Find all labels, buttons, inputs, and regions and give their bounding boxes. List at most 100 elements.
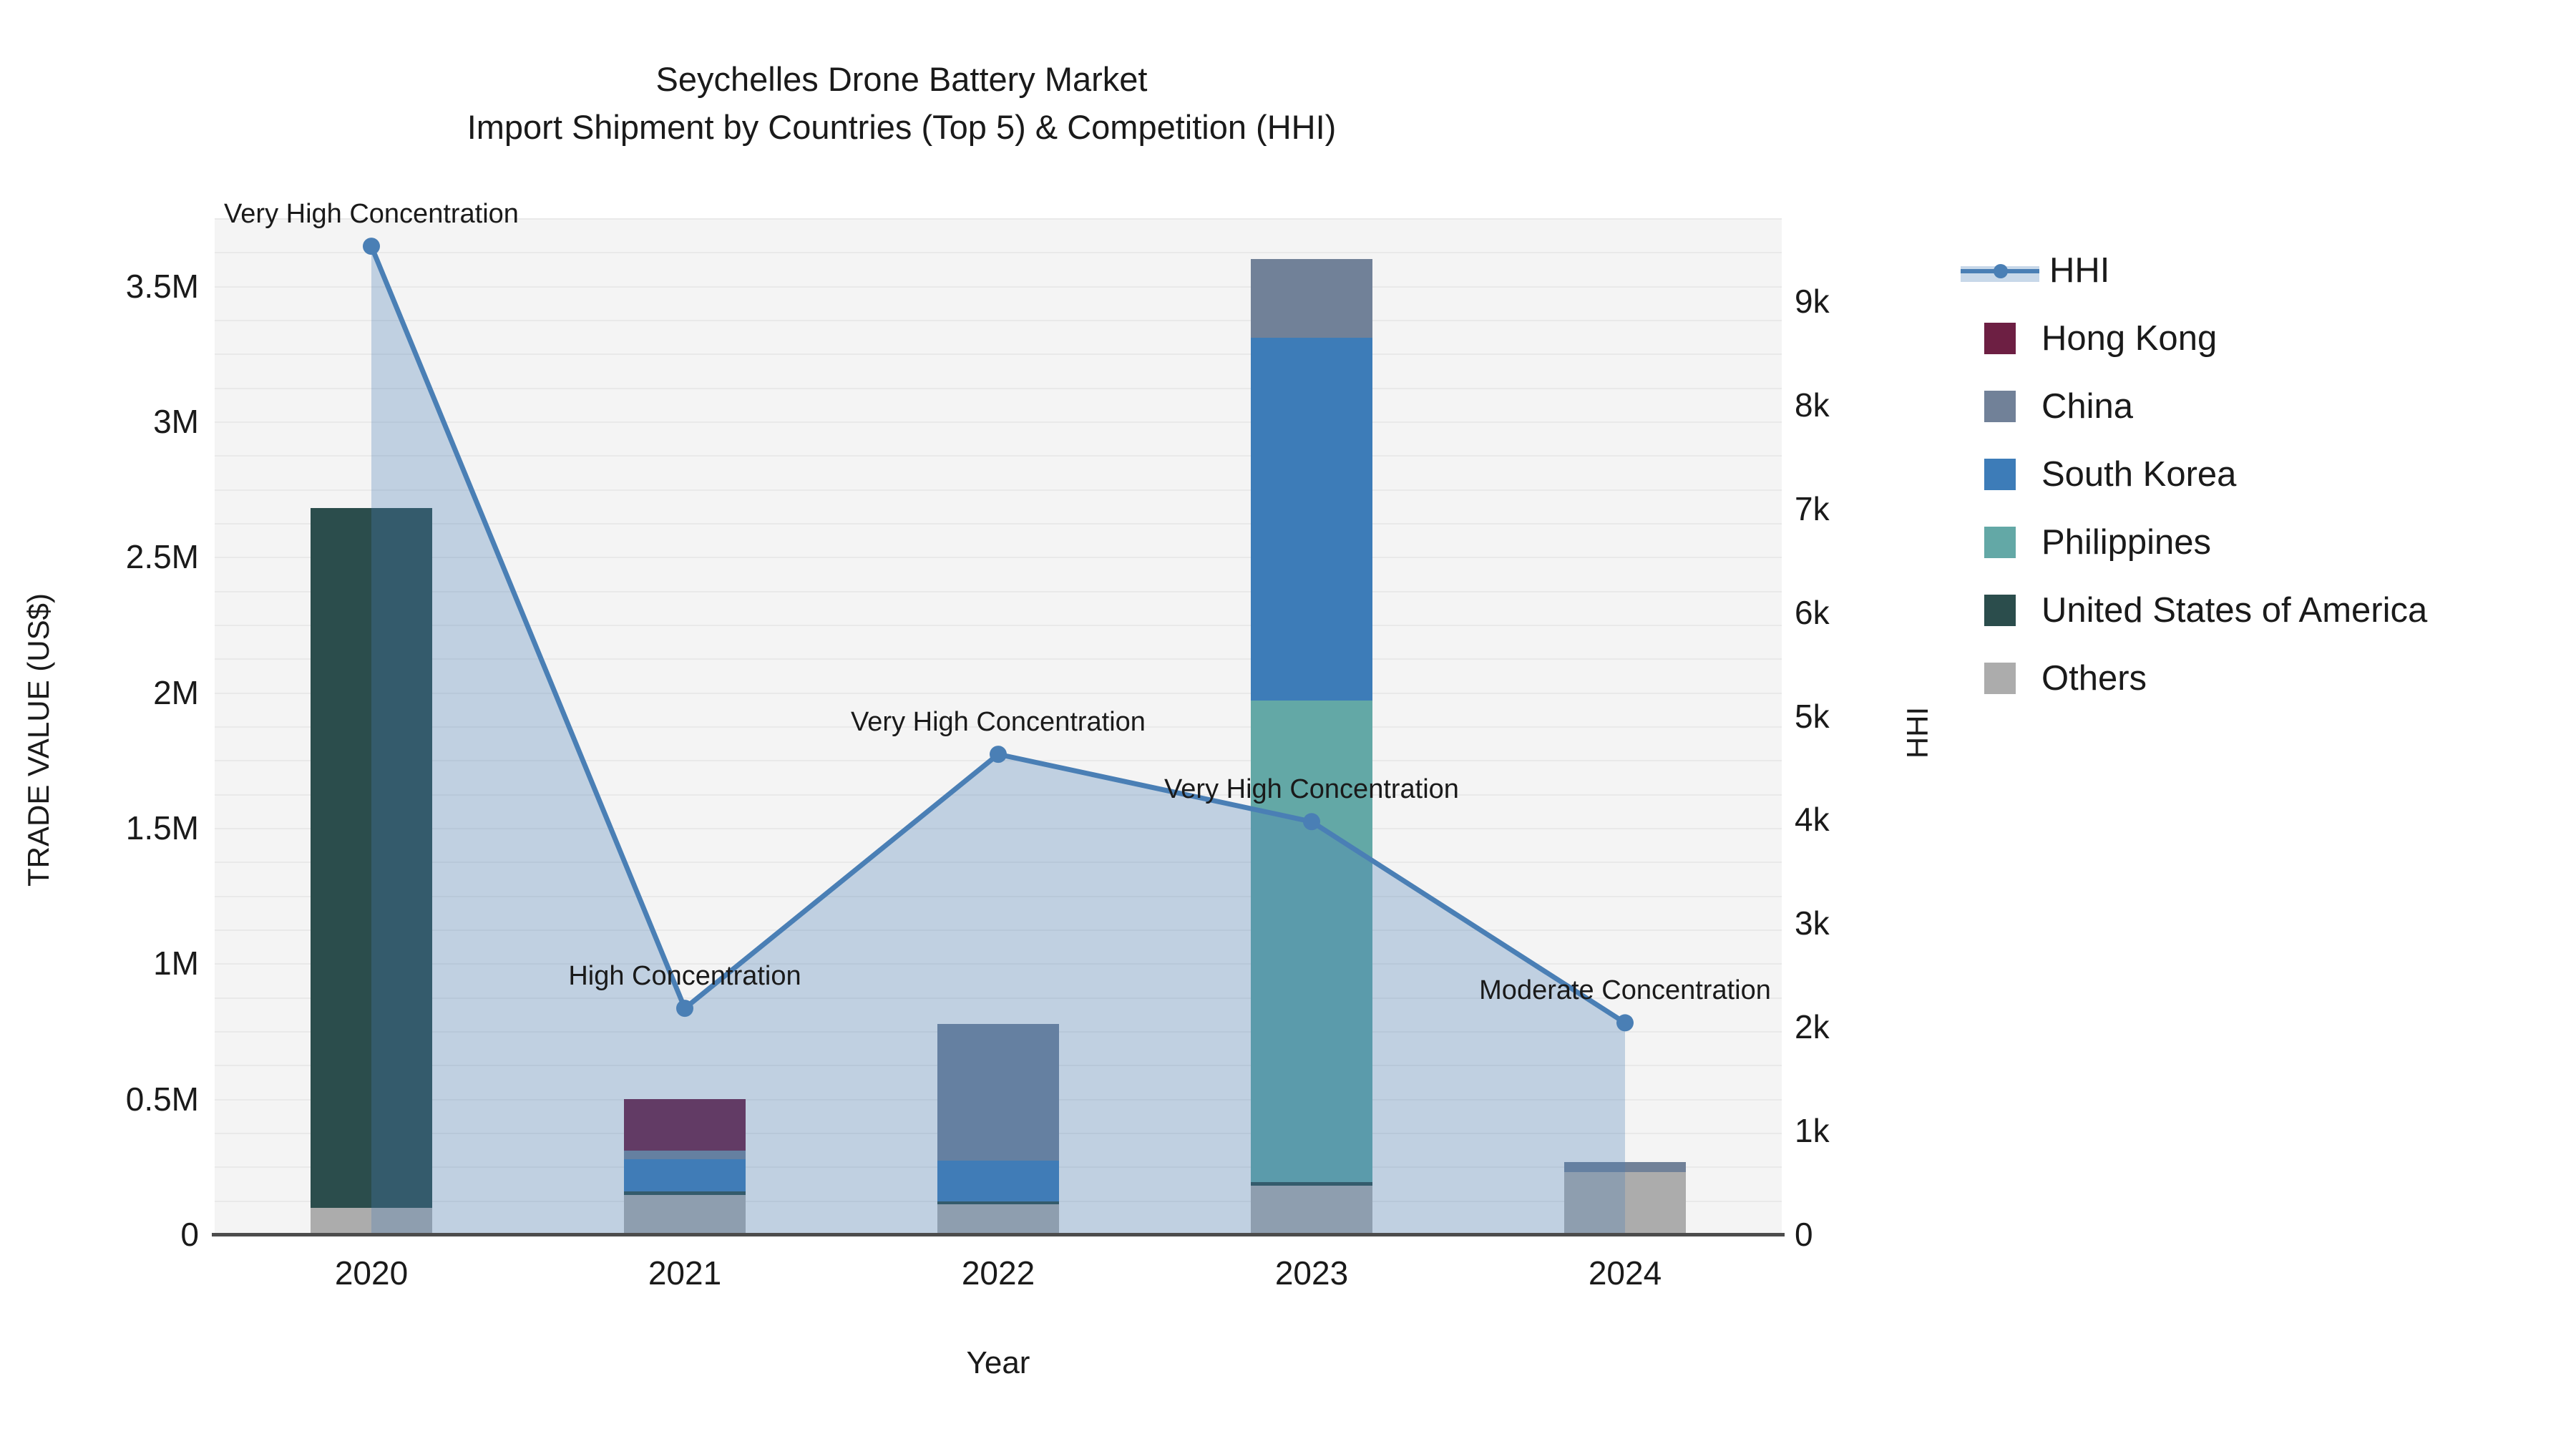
gridline — [215, 895, 1782, 897]
legend-item[interactable]: Others — [1961, 644, 2547, 712]
gridline — [215, 387, 1782, 389]
legend-color-swatch — [1984, 662, 2016, 694]
hhi-series — [363, 238, 1634, 1234]
bar-segment[interactable] — [1251, 701, 1372, 1182]
y-axis-left-tick: 0 — [180, 1216, 199, 1253]
y-axis-right-tick: 8k — [1795, 386, 1830, 424]
y-axis-right-tick: 9k — [1795, 282, 1830, 320]
bar-segment[interactable] — [1251, 338, 1372, 701]
y-axis-right-tick: 4k — [1795, 801, 1830, 839]
gridline — [215, 930, 1782, 931]
legend-label: United States of America — [2041, 590, 2428, 630]
gridline — [215, 353, 1782, 356]
y-axis-right-tick: 2k — [1795, 1008, 1830, 1046]
bar-group[interactable] — [624, 1098, 746, 1234]
y-axis-left-tick: 0.5M — [125, 1080, 199, 1118]
bar-segment[interactable] — [624, 1151, 746, 1160]
legend-color-swatch — [1984, 390, 2016, 422]
x-axis-tick: 2021 — [648, 1254, 722, 1292]
legend-item[interactable]: United States of America — [1961, 576, 2547, 644]
bar-segment[interactable] — [1564, 1162, 1686, 1172]
x-axis-label: Year — [966, 1345, 1030, 1380]
bar-segment[interactable] — [624, 1195, 746, 1234]
y-axis-right-tick: 5k — [1795, 697, 1830, 735]
hhi-annotation: Moderate Concentration — [1479, 975, 1771, 1006]
gridline — [215, 997, 1782, 999]
plot-area: Very High Concentration High Concentratio… — [215, 199, 1782, 1236]
hhi-marker[interactable] — [990, 746, 1007, 763]
gridline — [215, 590, 1782, 592]
y-axis-right-tick: 1k — [1795, 1112, 1830, 1150]
hhi-marker[interactable] — [363, 238, 380, 255]
legend-label: Hong Kong — [2041, 318, 2218, 358]
hhi-annotation: High Concentration — [568, 961, 801, 992]
legend-item[interactable]: China — [1961, 372, 2547, 440]
y-axis-left-tick: 3M — [153, 403, 199, 440]
gridline — [215, 218, 1782, 220]
y-axis-right-label: HHI — [1901, 706, 1934, 759]
gridline — [215, 320, 1782, 321]
bar-group[interactable] — [311, 508, 432, 1234]
chart-title-line-1: Seychelles Drone Battery Market — [655, 60, 1148, 98]
y-axis-left-tick: 1M — [153, 945, 199, 982]
y-axis-left-label: TRADE VALUE (US$) — [21, 593, 55, 887]
hhi-annotation: Very High Concentration — [851, 707, 1146, 738]
bar-segment[interactable] — [937, 1023, 1059, 1161]
legend-color-swatch — [1984, 322, 2016, 354]
gridline — [215, 252, 1782, 254]
legend-label: Philippines — [2041, 522, 2211, 562]
x-axis-tick: 2022 — [961, 1254, 1035, 1292]
x-axis-tick: 2024 — [1588, 1254, 1662, 1292]
hhi-area-fill — [371, 246, 1625, 1234]
bar-segment[interactable] — [1564, 1171, 1686, 1234]
x-axis-line — [212, 1233, 1785, 1236]
legend-color-swatch — [1984, 458, 2016, 490]
gridline — [215, 862, 1782, 864]
bar-segment[interactable] — [311, 1208, 432, 1234]
y-axis-left-ticks: 0 0.5M 1M 1.5M 2M 2.5M 3M 3.5M — [0, 0, 199, 1449]
legend-item[interactable]: Philippines — [1961, 508, 2547, 576]
chart-title-line-2: Import Shipment by Countries (Top 5) & C… — [467, 107, 1337, 146]
bar-segment[interactable] — [1251, 1181, 1372, 1186]
hhi-marker[interactable] — [676, 1000, 693, 1018]
hhi-marker[interactable] — [1303, 813, 1320, 831]
y-axis-right-tick: 7k — [1795, 489, 1830, 527]
chart-title: Seychelles Drone Battery Market Import S… — [0, 56, 1803, 151]
y-axis-right-tick: 6k — [1795, 593, 1830, 631]
bar-segment[interactable] — [937, 1201, 1059, 1205]
legend-color-swatch — [1984, 526, 2016, 558]
gridline — [215, 489, 1782, 491]
bar-segment[interactable] — [624, 1159, 746, 1191]
bar-segment[interactable] — [311, 508, 432, 1209]
bar-segment[interactable] — [624, 1191, 746, 1196]
hhi-annotation: Very High Concentration — [224, 199, 519, 230]
bar-group[interactable] — [1251, 259, 1372, 1234]
bar-segment[interactable] — [624, 1098, 746, 1151]
y-axis-left-tick: 1.5M — [125, 809, 199, 847]
legend-label: South Korea — [2041, 454, 2237, 494]
gridline — [215, 286, 1782, 288]
bar-segment[interactable] — [1251, 1185, 1372, 1234]
y-axis-left-tick: 3.5M — [125, 267, 199, 305]
hhi-marker[interactable] — [1616, 1014, 1634, 1032]
bar-group[interactable] — [937, 1023, 1059, 1234]
legend: HHI Hong Kong China South Korea Philippines U… — [1961, 236, 2547, 712]
legend-item[interactable]: Hong Kong — [1961, 304, 2547, 372]
hhi-annotation: Very High Concentration — [1164, 774, 1459, 805]
legend-item[interactable]: South Korea — [1961, 440, 2547, 508]
hhi-markers — [363, 238, 1634, 1032]
gridline — [215, 421, 1782, 423]
legend-label: China — [2041, 386, 2134, 426]
bar-segment[interactable] — [937, 1204, 1059, 1234]
gridline — [215, 455, 1782, 457]
bar-group[interactable] — [1564, 1162, 1686, 1234]
y-axis-right-tick: 0 — [1795, 1216, 1813, 1253]
bar-segment[interactable] — [1251, 259, 1372, 338]
gridline — [215, 828, 1782, 829]
legend-item[interactable]: HHI — [1961, 236, 2547, 304]
gridline — [215, 523, 1782, 525]
legend-label: HHI — [2049, 250, 2110, 290]
legend-line-swatch — [1961, 255, 2039, 286]
bar-segment[interactable] — [937, 1160, 1059, 1202]
